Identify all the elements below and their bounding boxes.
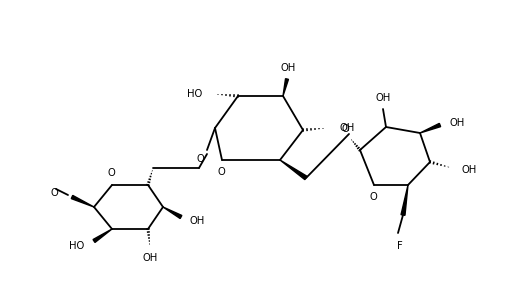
Text: OH: OH [190, 216, 205, 226]
Text: F: F [397, 241, 403, 251]
Text: O: O [217, 167, 225, 177]
Text: OH: OH [450, 118, 465, 128]
Text: OH: OH [339, 123, 354, 133]
Text: O: O [341, 124, 349, 134]
Text: O: O [196, 154, 204, 164]
Text: OH: OH [375, 93, 391, 103]
Polygon shape [71, 195, 94, 207]
Polygon shape [280, 160, 307, 180]
Text: OH: OH [142, 253, 158, 263]
Text: O: O [369, 192, 377, 202]
Text: OH: OH [280, 63, 295, 73]
Text: O: O [50, 188, 58, 198]
Text: O: O [107, 168, 115, 178]
Text: HO: HO [187, 89, 202, 99]
Polygon shape [93, 229, 112, 242]
Text: HO: HO [69, 241, 84, 251]
Text: OH: OH [462, 165, 477, 175]
Polygon shape [401, 185, 408, 215]
Polygon shape [163, 207, 182, 219]
Polygon shape [283, 79, 288, 96]
Polygon shape [420, 123, 441, 133]
